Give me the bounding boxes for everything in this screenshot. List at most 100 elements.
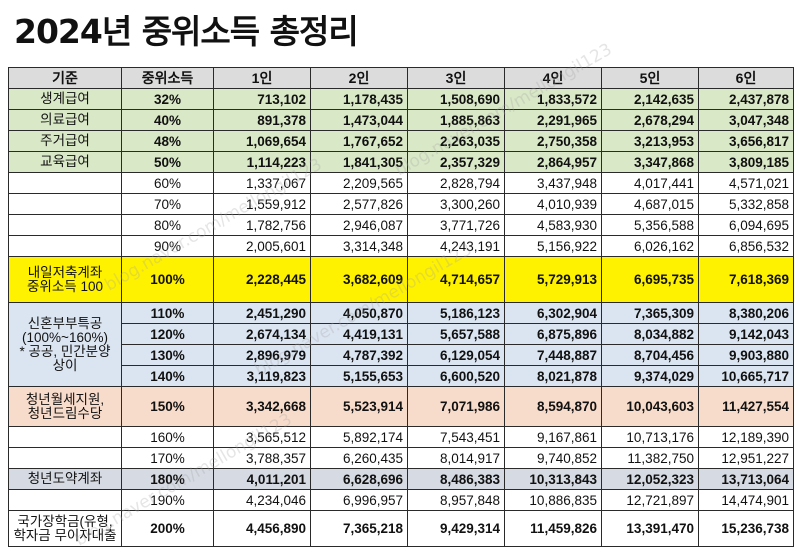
value-cell: 6,129,054 [407,344,505,366]
value-cell: 4,687,015 [601,193,699,215]
value-cell: 5,156,922 [504,235,602,257]
table-row: 청년월세지원, 청년드림수당 150% 3,342,668 5,523,914 … [8,386,794,427]
value-cell: 13,391,470 [601,510,699,547]
pct-cell: 160% [121,426,214,448]
value-cell: 3,342,668 [213,386,311,427]
value-cell: 2,291,965 [504,109,602,131]
value-cell: 3,682,609 [310,256,408,303]
value-cell: 1,885,863 [407,109,505,131]
header-4-person: 4인 [504,67,602,89]
value-cell: 2,678,294 [601,109,699,131]
value-cell: 11,382,750 [601,447,699,469]
value-cell: 2,750,358 [504,130,602,152]
value-cell: 15,236,738 [698,510,794,547]
header-2-person: 2인 [310,67,408,89]
median-income-table: 기준 중위소득 1인 2인 3인 4인 5인 6인 생계급여 32% 713,1… [8,67,794,547]
value-cell: 12,052,323 [601,468,699,490]
empty-label-cell [8,235,122,257]
group-label-medical: 의료급여 [8,109,122,131]
value-cell: 6,260,435 [310,447,408,469]
table-row: 국가장학금(유형, 학자금 무이자대출 200% 4,456,890 7,365… [8,510,794,547]
value-cell: 9,142,043 [698,323,794,345]
value-cell: 4,714,657 [407,256,505,303]
value-cell: 8,380,206 [698,302,794,324]
value-cell: 5,729,913 [504,256,602,303]
value-cell: 1,337,067 [213,172,311,194]
empty-label-cell [8,489,122,511]
empty-label-cell [8,426,122,448]
pct-cell: 170% [121,447,214,469]
value-cell: 6,996,957 [310,489,408,511]
empty-label-cell [8,447,122,469]
value-cell: 7,448,887 [504,344,602,366]
value-cell: 14,474,901 [698,489,794,511]
value-cell: 2,357,329 [407,151,505,173]
table-row: 90% 2,005,601 3,314,348 4,243,191 5,156,… [8,235,794,257]
value-cell: 4,571,021 [698,172,794,194]
value-cell: 4,243,191 [407,235,505,257]
table-row: 160% 3,565,512 5,892,174 7,543,451 9,167… [8,426,794,448]
pct-cell: 140% [121,365,214,387]
value-cell: 10,665,717 [698,365,794,387]
table-row: 170% 3,788,357 6,260,435 8,014,917 9,740… [8,447,794,469]
value-cell: 2,577,826 [310,193,408,215]
value-cell: 1,473,044 [310,109,408,131]
value-cell: 12,721,897 [601,489,699,511]
value-cell: 6,094,695 [698,214,794,236]
table-row: 70% 1,559,912 2,577,826 3,300,260 4,010,… [8,193,794,215]
value-cell: 8,704,456 [601,344,699,366]
header-3-person: 3인 [407,67,505,89]
value-cell: 4,787,392 [310,344,408,366]
value-cell: 6,875,896 [504,323,602,345]
pct-cell: 80% [121,214,214,236]
table-row: 주거급여 48% 1,069,654 1,767,652 2,263,035 2… [8,130,794,152]
pct-cell: 48% [121,130,214,152]
value-cell: 9,167,861 [504,426,602,448]
value-cell: 6,628,696 [310,468,408,490]
value-cell: 2,263,035 [407,130,505,152]
group-label-tomorrow-savings: 내일저축계좌 중위소득 100 [8,256,122,303]
group-label-housing: 주거급여 [8,130,122,152]
value-cell: 10,313,843 [504,468,602,490]
value-cell: 12,189,390 [698,426,794,448]
value-cell: 10,886,835 [504,489,602,511]
value-cell: 6,695,735 [601,256,699,303]
value-cell: 2,451,290 [213,302,311,324]
value-cell: 4,234,046 [213,489,311,511]
value-cell: 1,178,435 [310,88,408,110]
value-cell: 2,946,087 [310,214,408,236]
pct-cell: 60% [121,172,214,194]
table-row: 120% 2,674,134 4,419,131 5,657,588 6,875… [9,323,794,345]
value-cell: 1,833,572 [504,88,602,110]
value-cell: 6,026,162 [601,235,699,257]
value-cell: 3,809,185 [698,151,794,173]
group-label-national-scholarship: 국가장학금(유형, 학자금 무이자대출 [8,510,122,547]
value-cell: 5,332,858 [698,193,794,215]
pct-cell: 180% [121,468,214,490]
value-cell: 8,014,917 [407,447,505,469]
value-cell: 4,017,441 [601,172,699,194]
pct-cell: 110% [121,302,214,324]
value-cell: 2,005,601 [213,235,311,257]
pct-cell: 70% [121,193,214,215]
value-cell: 6,856,532 [698,235,794,257]
value-cell: 3,119,823 [213,365,311,387]
table-row: 의료급여 40% 891,378 1,473,044 1,885,863 2,2… [8,109,794,131]
value-cell: 7,618,369 [698,256,794,303]
pct-cell: 40% [121,109,214,131]
value-cell: 3,437,948 [504,172,602,194]
pct-cell: 150% [121,386,214,427]
empty-label-cell [8,193,122,215]
value-cell: 3,213,953 [601,130,699,152]
value-cell: 4,050,870 [310,302,408,324]
value-cell: 9,740,852 [504,447,602,469]
value-cell: 4,583,930 [504,214,602,236]
value-cell: 2,228,445 [213,256,311,303]
value-cell: 5,892,174 [310,426,408,448]
table-row: 190% 4,234,046 6,996,957 8,957,848 10,88… [8,489,794,511]
pct-cell: 190% [121,489,214,511]
table-row: 140% 3,119,823 5,155,653 6,600,520 8,021… [9,365,794,387]
value-cell: 7,071,986 [407,386,505,427]
table-row: 60% 1,337,067 2,209,565 2,828,794 3,437,… [8,172,794,194]
value-cell: 8,034,882 [601,323,699,345]
